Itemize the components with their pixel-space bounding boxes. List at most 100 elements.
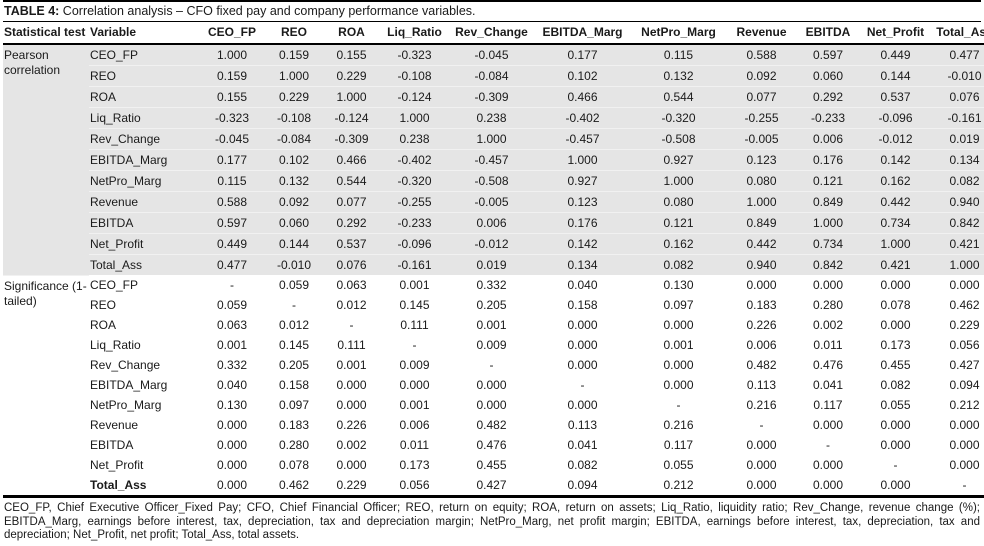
cell-value: 0.476 [812, 357, 844, 372]
cell-value: - [676, 397, 681, 412]
cell-value: 0.155 [199, 86, 265, 108]
cell-value: 0.000 [880, 417, 911, 432]
variable-label: CEO_FP [90, 277, 139, 292]
cell-value: 0.002 [812, 317, 844, 332]
cell-value: -0.124 [323, 107, 380, 129]
cell-value: 0.111 [400, 317, 429, 332]
cell-value: -0.320 [380, 170, 449, 192]
variable-label: EBITDA_Marg [90, 377, 168, 392]
table-row: Total_Ass 0.000 0.462 0.229 0.056 0.427 0.094 0… [3, 475, 984, 497]
cell-value: 0.001 [663, 337, 694, 352]
cell-value: -0.457 [449, 149, 534, 171]
cell-value: 0.063 [336, 277, 367, 292]
cell-value: 0.000 [880, 477, 911, 492]
cell-value: 0.216 [746, 397, 777, 412]
table-row: NetPro_Marg 0.130 0.097 0.000 0.001 0.000 0.00… [3, 395, 984, 415]
column-header-variable: Variable [89, 22, 199, 45]
cell-value: 0.011 [813, 337, 843, 352]
cell-value: -0.255 [380, 191, 449, 213]
cell-value: 0.092 [265, 191, 323, 213]
cell-value: 0.927 [631, 149, 726, 171]
cell-value: 0.205 [476, 297, 507, 312]
cell-value: - [580, 377, 585, 392]
table-row: Rev_Change 0.332 0.205 0.001 0.009 - 0.000 0.00… [3, 355, 984, 375]
cell-value: 0.173 [880, 337, 911, 352]
cell-value: - [349, 317, 354, 332]
table-row: Significance (1-tailed) CEO_FP - 0.059 0.063… [3, 275, 984, 308]
cell-value: 0.212 [663, 477, 694, 492]
cell-value: -0.309 [449, 86, 534, 108]
cell-value: 0.001 [336, 357, 367, 372]
cell-value: 0.734 [859, 212, 932, 234]
cell-value: 0.216 [663, 417, 694, 432]
cell-value: 0.142 [534, 233, 631, 255]
cell-value: 0.000 [949, 417, 980, 432]
cell-value: -0.320 [631, 107, 726, 129]
cell-value: 0.000 [949, 437, 980, 452]
cell-value: 0.059 [216, 297, 248, 312]
table-row: REO 0.059 - 0.012 0.145 0.205 0.158 0.097 0.183 0… [3, 295, 984, 315]
cell-value: 0.001 [399, 397, 430, 412]
table-row: EBITDA 0.000 0.280 0.002 0.011 0.476 0.041 0.11… [3, 435, 984, 455]
section-label: Significance (1-tailed) [4, 278, 87, 308]
cell-value: 0.123 [726, 149, 797, 171]
cell-value: 0.082 [932, 170, 984, 192]
cell-value: 0.060 [265, 212, 323, 234]
variable-label: EBITDA [90, 437, 134, 452]
cell-value: 0.183 [278, 417, 310, 432]
cell-value: -0.045 [199, 128, 265, 150]
column-header-total-ass: Total_Ass [932, 22, 984, 45]
cell-value: -0.309 [323, 128, 380, 150]
cell-value: 0.012 [336, 297, 367, 312]
cell-value: 1.000 [631, 170, 726, 192]
cell-value: 0.000 [880, 317, 911, 332]
cell-value: -0.010 [932, 65, 984, 87]
table-row: ROA 0.063 0.012 - 0.111 0.001 0.000 0.000 0.226 0… [3, 315, 984, 335]
cell-value: 0.280 [812, 297, 844, 312]
cell-value: 1.000 [265, 65, 323, 87]
table-row: Net_Profit 0.449 0.144 0.537 -0.096 -0.012 0.1… [3, 233, 984, 255]
cell-value: 0.442 [859, 191, 932, 213]
cell-value: 0.212 [949, 397, 980, 412]
cell-value: 1.000 [932, 254, 984, 275]
cell-value: 0.000 [336, 397, 367, 412]
variable-label: Net_Profit [90, 457, 144, 472]
cell-value: - [230, 277, 234, 292]
cell-value: 1.000 [797, 212, 859, 234]
cell-value: 0.082 [567, 457, 598, 472]
section-label: Pearson correlation [3, 44, 89, 276]
variable-label: Rev_Change [89, 128, 199, 150]
cell-value: 0.842 [797, 254, 859, 275]
cell-value: 0.092 [726, 65, 797, 87]
cell-value: -0.012 [449, 233, 534, 255]
cell-value: 0.162 [859, 170, 932, 192]
cell-value: -0.108 [380, 65, 449, 87]
cell-value: 0.292 [797, 86, 859, 108]
cell-value: 0.183 [746, 297, 777, 312]
cell-value: 0.000 [567, 397, 598, 412]
cell-value: 0.144 [859, 65, 932, 87]
cell-value: 0.842 [932, 212, 984, 234]
cell-value: 0.094 [567, 477, 598, 492]
cell-value: 0.078 [880, 297, 911, 312]
cell-value: 0.009 [476, 337, 507, 352]
column-header-statistical-test: Statistical test [3, 22, 89, 45]
cell-value: 0.000 [399, 377, 430, 392]
column-header-ebitda-marg: EBITDA_Marg [534, 22, 631, 45]
cell-value: - [893, 457, 898, 472]
cell-value: 0.000 [216, 457, 248, 472]
cell-value: - [826, 437, 830, 452]
cell-value: 0.000 [663, 377, 694, 392]
cell-value: 1.000 [449, 128, 534, 150]
cell-value: 0.000 [880, 437, 911, 452]
cell-value: 0.082 [880, 377, 911, 392]
cell-value: 0.000 [812, 277, 844, 292]
cell-value: 0.080 [726, 170, 797, 192]
cell-value: -0.457 [534, 128, 631, 150]
table-row: EBITDA_Marg 0.040 0.158 0.000 0.000 0.000 - 0.0… [3, 375, 984, 395]
column-header-ceo-fp: CEO_FP [199, 22, 265, 45]
cell-value: -0.402 [380, 149, 449, 171]
cell-value: 0.000 [336, 377, 367, 392]
cell-value: 0.102 [534, 65, 631, 87]
cell-value: 0.466 [323, 149, 380, 171]
